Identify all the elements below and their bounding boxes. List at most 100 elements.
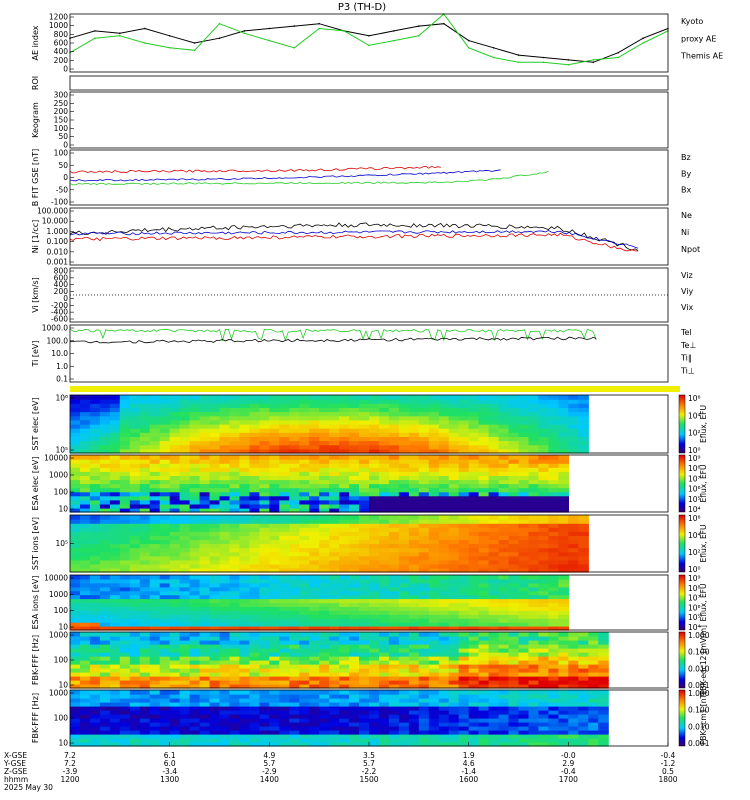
spectrogram-cell bbox=[149, 543, 161, 549]
spectrogram-cell bbox=[119, 403, 131, 408]
spectrogram-cell bbox=[169, 539, 181, 545]
spectrogram-cell bbox=[259, 676, 270, 681]
spectrogram-cell bbox=[109, 455, 121, 460]
spectrogram-cell bbox=[369, 648, 380, 653]
spectrogram-cell bbox=[299, 738, 310, 743]
spectrogram-cell bbox=[438, 648, 450, 653]
spectrogram-cell bbox=[70, 698, 81, 703]
spectrogram-cell bbox=[558, 590, 569, 596]
spectrogram-cell bbox=[538, 448, 549, 454]
spectrogram-cell bbox=[279, 738, 290, 743]
spectrogram-cell bbox=[548, 543, 559, 549]
spectrogram-cell bbox=[70, 539, 81, 545]
spectrogram-cell bbox=[259, 467, 270, 472]
spectrogram-cell bbox=[369, 702, 380, 707]
spectrogram-cell bbox=[299, 578, 310, 584]
spectrogram-cell bbox=[239, 499, 250, 505]
spectrogram-cell bbox=[239, 535, 250, 541]
spectrogram-cell bbox=[259, 415, 270, 421]
spectrogram-cell bbox=[109, 543, 121, 549]
spectrogram-cell bbox=[548, 582, 559, 588]
spectrogram-cell bbox=[109, 515, 121, 520]
spectrogram-cell bbox=[369, 664, 380, 669]
spectrogram-cell bbox=[568, 448, 579, 454]
spectrogram-cell bbox=[80, 424, 91, 429]
spectrogram-cell bbox=[408, 652, 420, 657]
spectrogram-cell bbox=[80, 479, 91, 485]
spectrogram-cell bbox=[309, 575, 320, 580]
y-tick-label: 150 bbox=[54, 116, 69, 125]
spectrogram-cell bbox=[189, 590, 201, 596]
spectrogram-cell bbox=[189, 680, 201, 685]
spectrogram-cell bbox=[319, 742, 330, 747]
spectrogram-cell bbox=[129, 656, 141, 661]
spectrogram-cell bbox=[568, 644, 579, 649]
spectrogram-cell bbox=[189, 515, 201, 520]
spectrogram-cell bbox=[349, 395, 360, 400]
spectrogram-cell bbox=[159, 578, 171, 584]
spectrogram-cell bbox=[159, 487, 171, 493]
spectrogram-cell bbox=[518, 531, 530, 536]
spectrogram-cell bbox=[538, 714, 549, 719]
spectrogram-cell bbox=[179, 515, 191, 520]
spectrogram-cell bbox=[428, 428, 440, 433]
spectrogram-cell bbox=[189, 575, 201, 580]
spectrogram-cell bbox=[239, 586, 250, 592]
spectrogram-cell bbox=[289, 436, 300, 442]
spectrogram-cell bbox=[329, 706, 340, 711]
spectrogram-cell bbox=[219, 440, 231, 446]
spectrogram-cell bbox=[518, 660, 530, 665]
spectrogram-cell bbox=[508, 555, 520, 561]
spectrogram-cell bbox=[538, 463, 549, 468]
spectrogram-cell bbox=[438, 531, 450, 536]
spectrogram-cell bbox=[219, 680, 231, 685]
spectrogram-cell bbox=[488, 582, 500, 588]
spectrogram-cell bbox=[518, 475, 530, 481]
spectrogram-cell bbox=[468, 648, 480, 653]
spectrogram-cell bbox=[229, 495, 241, 501]
spectrogram-cell bbox=[209, 640, 221, 645]
spectrogram-cell bbox=[349, 519, 360, 524]
spectrogram-cell bbox=[299, 459, 310, 464]
spectrogram-cell bbox=[109, 680, 121, 685]
spectrogram-cell bbox=[448, 640, 460, 645]
spectrogram-cell bbox=[99, 424, 111, 429]
spectrogram-cell bbox=[229, 590, 241, 596]
spectrogram-cell bbox=[159, 503, 171, 509]
x-tick-label: -2.2 bbox=[362, 767, 377, 776]
spectrogram-cell bbox=[149, 471, 161, 476]
spectrogram-cell bbox=[229, 622, 241, 627]
spectrogram-cell bbox=[89, 507, 101, 513]
spectrogram-cell bbox=[349, 448, 360, 454]
spectrogram-cell bbox=[89, 582, 101, 588]
spectrogram-cell bbox=[70, 626, 81, 631]
spectrogram-cell bbox=[319, 690, 330, 695]
spectrogram-cell bbox=[99, 652, 111, 657]
spectrogram-cell bbox=[458, 459, 470, 464]
spectrogram-cell bbox=[209, 626, 221, 631]
spectrogram-cell bbox=[189, 487, 201, 493]
spectrogram-cell bbox=[129, 718, 141, 723]
spectrogram-cell bbox=[578, 448, 589, 454]
spectrogram-cell bbox=[279, 424, 290, 429]
spectrogram-cell bbox=[408, 698, 420, 703]
spectrogram-cell bbox=[239, 515, 250, 520]
spectrogram-cell bbox=[139, 475, 151, 481]
spectrogram-cell bbox=[578, 403, 589, 408]
spectrogram-cell bbox=[329, 543, 340, 549]
spectrogram-cell bbox=[558, 660, 569, 665]
spectrogram-cell bbox=[139, 706, 151, 711]
spectrogram-cell bbox=[239, 742, 250, 747]
spectrogram-cell bbox=[229, 419, 241, 425]
spectrogram-cell bbox=[438, 684, 450, 689]
spectrogram-cell bbox=[538, 598, 549, 604]
spectrogram-cell bbox=[369, 491, 380, 497]
spectrogram-cell bbox=[219, 726, 231, 731]
spectrogram-cell bbox=[299, 694, 310, 699]
spectrogram-cell bbox=[249, 684, 260, 689]
spectrogram-cell bbox=[80, 483, 91, 489]
spectrogram-cell bbox=[339, 734, 350, 739]
spectrogram-cell bbox=[259, 399, 270, 404]
spectrogram-cell bbox=[538, 499, 549, 505]
spectrogram-cell bbox=[339, 636, 350, 641]
